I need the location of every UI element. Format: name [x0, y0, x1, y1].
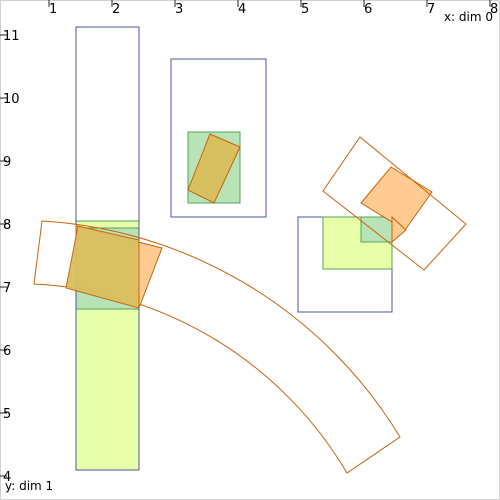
olive-overlap-patch	[65, 225, 140, 309]
x-axis-title: x: dim 0	[443, 10, 493, 24]
y-axis-tick-labels: 11 10 9 8 7 6 5 4	[3, 29, 20, 485]
x-tick-label-4: 4	[238, 2, 246, 17]
y-tick-label-11: 11	[3, 29, 20, 44]
x-axis-ticks	[48, 0, 491, 7]
x-tick-label-6: 6	[364, 2, 372, 17]
x-tick-label-1: 1	[49, 2, 57, 17]
x-tick-label-7: 7	[427, 2, 435, 17]
y-tick-label-8: 8	[3, 218, 11, 233]
y-tick-label-4: 4	[3, 470, 11, 485]
y-tick-label-9: 9	[3, 155, 11, 170]
y-tick-label-5: 5	[3, 407, 11, 422]
y-axis-ticks	[0, 34, 7, 477]
x-tick-label-8: 8	[490, 2, 498, 17]
y-tick-label-6: 6	[3, 344, 11, 359]
y-tick-label-7: 7	[3, 281, 11, 296]
x-tick-label-3: 3	[175, 2, 183, 17]
tilted-orange-rectangle	[322, 136, 467, 271]
x-tick-label-5: 5	[301, 2, 309, 17]
right-green-square	[360, 216, 393, 243]
y-axis-title: y: dim 1	[5, 479, 54, 493]
curved-orange-band	[33, 220, 401, 474]
x-axis-tick-labels: 1 2 3 4 5 6 7 8	[49, 2, 498, 17]
y-tick-label-10: 10	[3, 92, 20, 107]
x-tick-label-2: 2	[112, 2, 120, 17]
tilted-orange-inner-fill	[391, 215, 407, 244]
small-tilted-rectangle	[187, 133, 241, 204]
small-box	[170, 58, 267, 218]
